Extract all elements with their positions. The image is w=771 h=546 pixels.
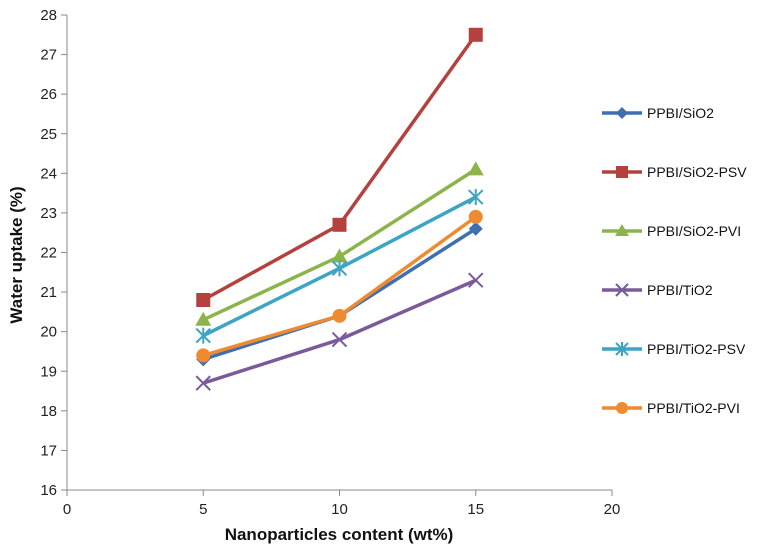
data-point-ppbi-tio2-stroke	[195, 375, 211, 391]
y-tick-label: 19	[40, 363, 57, 380]
y-tick-label: 24	[40, 165, 57, 182]
legend: PPBI/SiO2 PPBI/SiO2-PSV PPBI/SiO2-PVI PPBI/…	[602, 105, 747, 416]
legend-label-ppbi-tio2: PPBI/TiO2	[647, 282, 713, 298]
x-tick-label: 0	[63, 501, 71, 518]
x-tick-label: 20	[604, 501, 621, 518]
series-line-ppbi-tio2	[202, 278, 477, 385]
x-tick-label: 15	[467, 501, 484, 518]
y-tick-label: 25	[40, 126, 57, 143]
data-point-ppbi-sio2	[468, 221, 483, 236]
data-point-ppbi-sio2-pvi	[195, 311, 212, 326]
y-tick-label: 21	[40, 284, 57, 301]
legend-label-ppbi-sio2-pvi: PPBI/SiO2-PVI	[647, 223, 741, 239]
y-tick-label: 27	[40, 47, 57, 64]
legend-marker-ppbi-tio2-pvi	[616, 402, 628, 414]
y-tick-label: 28	[40, 7, 57, 24]
legend-marker-ppbi-sio2-psv	[616, 166, 628, 178]
y-tick-label: 22	[40, 245, 57, 262]
legend-marker-ppbi-sio2-pvi	[615, 224, 629, 236]
data-point-ppbi-sio2-pvi	[467, 161, 484, 176]
data-point-ppbi-sio2-pvi	[331, 248, 348, 263]
data-point-ppbi-tio2	[468, 272, 484, 288]
data-point-ppbi-tio2-pvi	[196, 348, 211, 363]
legend-label-ppbi-sio2-psv: PPBI/SiO2-PSV	[647, 164, 747, 180]
y-tick-label: 23	[40, 205, 57, 222]
data-point-ppbi-tio2-psv	[331, 260, 348, 277]
series-line-ppbi-tio2-pvi	[202, 215, 477, 358]
legend-label-ppbi-sio2: PPBI/SiO2	[647, 105, 714, 121]
legend-marker-ppbi-tio2-stroke	[615, 283, 629, 297]
data-point-ppbi-tio2-pvi	[468, 209, 483, 224]
y-axis-title: Water uptake (%)	[7, 186, 26, 323]
legend-marker-ppbi-tio2-psv	[615, 342, 629, 356]
y-tick-label: 16	[40, 482, 57, 499]
data-point-ppbi-tio2-stroke	[468, 272, 484, 288]
data-point-ppbi-tio2-psv	[195, 327, 211, 344]
data-point-ppbi-sio2-psv	[332, 217, 347, 232]
x-tick-label: 5	[199, 501, 207, 518]
data-point-ppbi-tio2-psv	[468, 189, 484, 206]
x-tick-label: 10	[331, 501, 348, 518]
data-point-ppbi-tio2-pvi	[332, 308, 347, 323]
y-tick-label: 18	[40, 403, 57, 420]
legend-marker-ppbi-tio2	[615, 283, 629, 297]
data-point-ppbi-tio2	[195, 375, 211, 391]
data-point-ppbi-tio2	[331, 331, 348, 348]
y-tick-label: 17	[40, 442, 57, 459]
data-point-ppbi-sio2-psv	[468, 27, 483, 42]
plot-area: 16 17 18 19 20 21 22 23 24 25 26 27 28 0 5 10 15 20	[40, 7, 620, 518]
legend-label-ppbi-tio2-psv: PPBI/TiO2-PSV	[647, 341, 746, 357]
x-axis-title: Nanoparticles content (wt%)	[225, 525, 454, 544]
legend-marker-ppbi-sio2	[616, 107, 628, 119]
data-point-ppbi-tio2-stroke	[331, 331, 348, 348]
y-tick-label: 26	[40, 86, 57, 103]
legend-label-ppbi-tio2-pvi: PPBI/TiO2-PVI	[647, 400, 740, 416]
data-point-ppbi-sio2-psv	[196, 293, 211, 307]
y-tick-label: 20	[40, 324, 57, 341]
